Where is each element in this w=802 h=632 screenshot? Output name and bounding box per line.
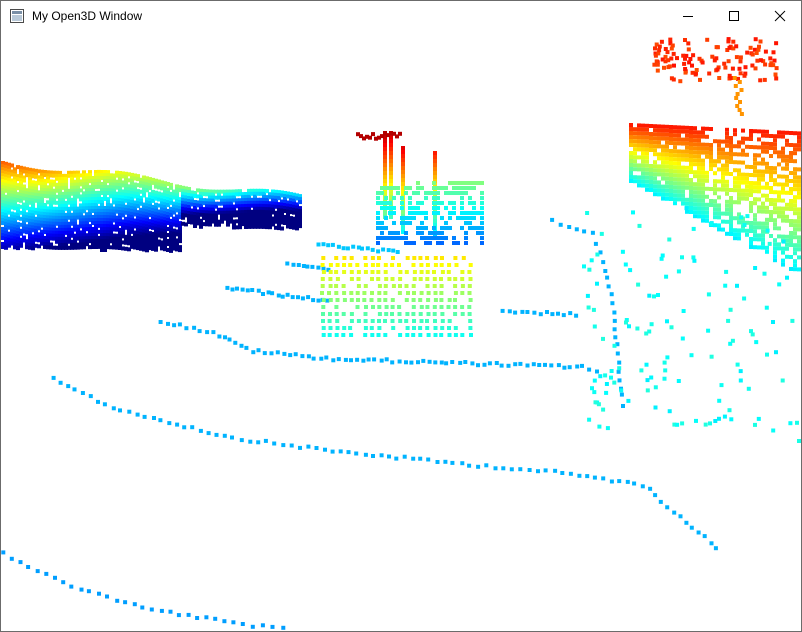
render-viewport[interactable] — [1, 31, 801, 631]
title-bar[interactable]: My Open3D Window — [1, 1, 801, 31]
close-icon — [774, 10, 786, 22]
minimize-icon — [683, 16, 693, 17]
maximize-button[interactable] — [711, 1, 757, 31]
open3d-window-icon — [10, 9, 24, 23]
minimize-button[interactable] — [665, 1, 711, 31]
close-button[interactable] — [757, 1, 801, 31]
point-cloud — [1, 37, 801, 630]
window-title: My Open3D Window — [32, 9, 143, 23]
maximize-icon — [729, 11, 739, 21]
